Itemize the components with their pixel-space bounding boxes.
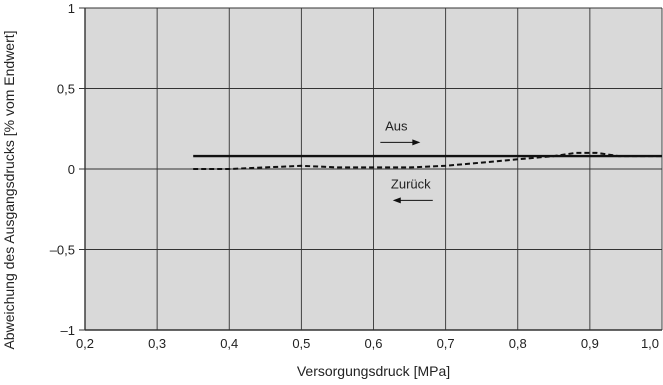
arrow-head <box>412 139 421 146</box>
series-line-zurueck <box>193 151 662 170</box>
annotation-label: Zurück <box>391 176 431 191</box>
x-tick-label: 0,4 <box>220 336 238 351</box>
y-tick-label: 1 <box>68 1 75 16</box>
x-tick-label: 0,3 <box>148 336 166 351</box>
x-tick-label: 1,0 <box>641 336 659 351</box>
y-tick-label: 0 <box>68 162 75 177</box>
annotations: Aus Zurück <box>380 118 433 204</box>
y-axis-ticks: –1 –0,5 0 0,5 1 <box>50 1 75 338</box>
y-tick-label: –1 <box>61 323 75 338</box>
annotation-label: Aus <box>385 118 408 133</box>
x-tick-label: 0,7 <box>437 336 455 351</box>
x-tick-label: 0,2 <box>76 336 94 351</box>
y-tick-label: 0,5 <box>57 82 75 97</box>
y-tick-label: –0,5 <box>50 243 75 258</box>
x-axis-ticks: 0,2 0,3 0,4 0,5 0,6 0,7 0,8 0,9 1,0 <box>76 336 659 351</box>
y-axis-label: Abweichung des Ausgangsdrucks [% vom End… <box>1 30 17 349</box>
arrow-head <box>392 197 401 204</box>
x-axis-label: Versorgungsdruck [MPa] <box>297 363 450 379</box>
x-tick-label: 0,6 <box>364 336 382 351</box>
x-tick-label: 0,5 <box>292 336 310 351</box>
x-tick-label: 0,8 <box>509 336 527 351</box>
series-group <box>193 151 662 170</box>
x-tick-label: 0,9 <box>581 336 599 351</box>
